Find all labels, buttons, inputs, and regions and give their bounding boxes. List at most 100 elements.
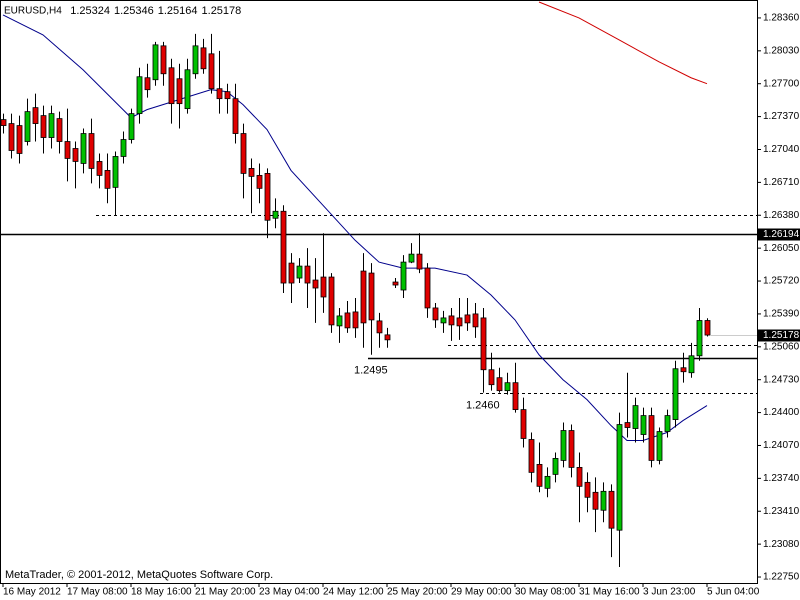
candle-body — [544, 475, 551, 489]
candle-body — [112, 156, 119, 188]
y-tick-label: 1.26050 — [763, 243, 800, 254]
candle-body — [616, 424, 623, 531]
candle-body — [400, 261, 407, 291]
axis-price-label: 1.26194 — [763, 229, 800, 240]
candle-body — [272, 210, 279, 219]
candle-body — [560, 430, 567, 461]
candle-body — [704, 320, 711, 336]
candle-body — [552, 458, 559, 475]
plot-frame — [0, 0, 758, 584]
candle-body — [344, 312, 351, 329]
candle-body — [176, 78, 183, 105]
candle-body — [632, 405, 639, 429]
candle-body — [592, 491, 599, 510]
candle-body — [648, 415, 655, 461]
candle-body — [144, 77, 151, 91]
candle-body — [384, 334, 391, 341]
axis-price-box — [758, 228, 800, 241]
candle-body — [480, 317, 487, 371]
candle-body — [584, 481, 591, 498]
candle-body — [64, 141, 71, 159]
x-tick-label: 18 May 16:00 — [131, 587, 192, 598]
candle-body — [56, 118, 63, 142]
x-tick-label: 5 Jun 04:00 — [707, 587, 760, 598]
candle-body — [168, 67, 175, 105]
x-tick-label: 31 May 16:00 — [579, 587, 640, 598]
candle-body — [24, 111, 31, 142]
candle-body — [0, 119, 7, 126]
candle-body — [152, 44, 159, 81]
candle-body — [520, 409, 527, 439]
y-tick-label: 1.28030 — [763, 45, 800, 56]
candle-body — [600, 490, 607, 511]
candle-body — [536, 464, 543, 487]
candle-body — [72, 148, 79, 162]
candle-body — [184, 69, 191, 110]
candle-body — [48, 113, 55, 138]
y-tick-label: 1.25720 — [763, 276, 800, 287]
candle-body — [120, 139, 127, 157]
header-open: 1.25324 — [70, 5, 110, 17]
candle-body — [224, 91, 231, 100]
x-tick-label: 30 May 08:00 — [515, 587, 576, 598]
candle-body — [8, 123, 15, 151]
candle-body — [640, 415, 647, 435]
candle-body — [192, 45, 199, 75]
y-tick-label: 1.23740 — [763, 473, 800, 484]
symbol-title: EURUSD,H4 — [4, 6, 62, 17]
candle-body — [608, 490, 615, 529]
candle-body — [360, 270, 367, 324]
x-tick-label: 29 May 00:00 — [451, 587, 512, 598]
candle-body — [376, 320, 383, 334]
y-tick-label: 1.22750 — [763, 572, 800, 583]
candle-body — [624, 422, 631, 428]
y-tick-label: 1.26710 — [763, 177, 800, 188]
candle-body — [160, 45, 167, 75]
candle-body — [40, 115, 47, 138]
level-label: 1.2460 — [466, 399, 500, 411]
y-tick-label: 1.24070 — [763, 440, 800, 451]
candle-body — [488, 369, 495, 386]
candle-body — [464, 314, 471, 324]
candle-body — [96, 161, 103, 176]
y-tick-label: 1.27040 — [763, 144, 800, 155]
candle-body — [280, 210, 287, 284]
x-tick-label: 21 May 20:00 — [195, 587, 256, 598]
candle-body — [88, 133, 95, 169]
candle-body — [352, 311, 359, 329]
y-tick-label: 1.23080 — [763, 539, 800, 550]
header-low: 1.25164 — [158, 5, 198, 17]
candle-body — [336, 315, 343, 327]
candle-body — [408, 253, 415, 263]
header-close: 1.25178 — [202, 5, 242, 17]
candle-body — [264, 173, 271, 221]
candle-body — [248, 168, 255, 177]
y-tick-label: 1.23410 — [763, 506, 800, 517]
candle-body — [448, 315, 455, 326]
y-tick-label: 1.24400 — [763, 407, 800, 418]
candle-body — [656, 431, 663, 461]
candle-body — [440, 317, 447, 324]
candle-body — [528, 439, 535, 473]
x-tick-label: 16 May 2012 — [3, 587, 61, 598]
footer: MetaTrader, © 2001-2012, MetaQuotes Soft… — [5, 569, 273, 581]
candle-body — [424, 267, 431, 309]
candle-body — [672, 368, 679, 420]
y-tick-label: 1.28360 — [763, 13, 800, 24]
y-tick-label: 1.25390 — [763, 309, 800, 320]
candle-body — [128, 113, 135, 140]
x-tick-label: 17 May 08:00 — [67, 587, 128, 598]
x-tick-label: 25 May 20:00 — [387, 587, 448, 598]
y-tick-label: 1.27700 — [763, 78, 800, 89]
candle-body — [312, 279, 319, 289]
plot-area — [0, 1, 757, 568]
candle-body — [208, 53, 215, 90]
candle-body — [296, 265, 303, 279]
candle-body — [472, 313, 479, 328]
candle-body — [664, 415, 671, 432]
axis-price-box — [758, 329, 800, 342]
candle-body — [16, 125, 23, 154]
candle-body — [328, 276, 335, 326]
